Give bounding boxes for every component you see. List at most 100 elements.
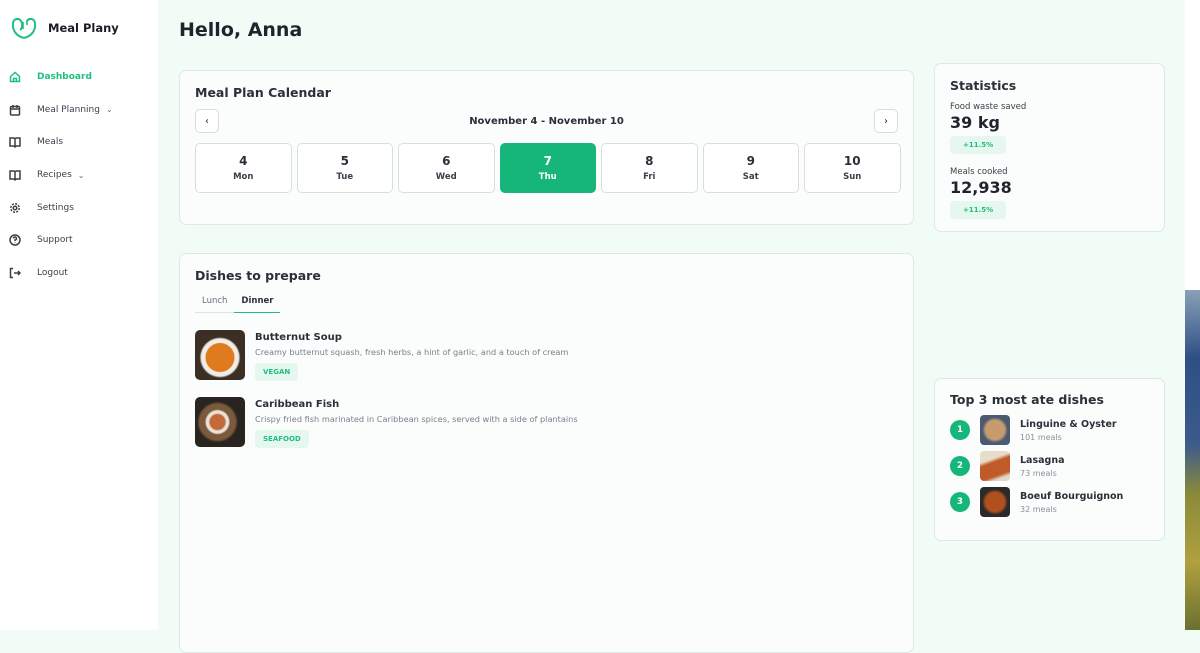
day-button[interactable]: 8 Fri bbox=[601, 143, 698, 193]
date-range: November 4 - November 10 bbox=[469, 115, 624, 127]
day-weekday: Fri bbox=[643, 172, 656, 182]
logout-icon bbox=[9, 267, 21, 279]
dish-name: Caribbean Fish bbox=[255, 399, 340, 410]
sidebar-item-recipes[interactable]: Recipes ⌄ bbox=[0, 159, 158, 192]
top-dish-item[interactable]: 1 Linguine & Oyster 101 meals bbox=[950, 415, 1149, 445]
day-weekday: Tue bbox=[336, 172, 354, 182]
rank-badge: 3 bbox=[950, 492, 970, 512]
day-button-selected[interactable]: 7 Thu bbox=[499, 143, 596, 193]
dish-image bbox=[980, 415, 1010, 445]
dish-description: Creamy butternut squash, fresh herbs, a … bbox=[255, 347, 569, 357]
day-number: 10 bbox=[843, 154, 861, 168]
day-weekday: Mon bbox=[233, 172, 254, 182]
dish-item[interactable]: Butternut Soup Creamy butternut squash, f… bbox=[195, 330, 898, 381]
sidebar-item-support[interactable]: Support bbox=[0, 224, 158, 257]
dish-image bbox=[195, 330, 245, 380]
sidebar-nav: Dashboard Meal Planning ⌄ Meals Recipes ⌄ … bbox=[0, 61, 158, 289]
stat-label: Meals cooked bbox=[950, 167, 1008, 177]
meal-tabs: Lunch Dinner bbox=[195, 296, 281, 313]
card-title: Dishes to prepare bbox=[195, 268, 321, 283]
rank-badge: 1 bbox=[950, 420, 970, 440]
dishes-to-prepare-card: Dishes to prepare Lunch Dinner Butternut… bbox=[179, 253, 914, 653]
day-button[interactable]: 4 Mon bbox=[195, 143, 292, 193]
dish-tag: SEAFOOD bbox=[255, 430, 309, 448]
prev-week-button[interactable]: ‹ bbox=[195, 109, 219, 133]
sidebar-item-label: Meals bbox=[37, 137, 64, 148]
card-title: Statistics bbox=[950, 78, 1017, 93]
chevron-down-icon: ⌄ bbox=[105, 105, 113, 115]
help-icon bbox=[9, 234, 21, 247]
card-title: Meal Plan Calendar bbox=[195, 85, 331, 100]
top-dish-item[interactable]: 3 Boeuf Bourguignon 32 meals bbox=[950, 487, 1149, 517]
app-name: Meal Plany bbox=[48, 21, 119, 35]
dish-tag: VEGAN bbox=[255, 363, 299, 381]
meal-count: 32 meals bbox=[1020, 504, 1057, 514]
page-title: Hello, Anna bbox=[179, 19, 303, 41]
chevron-right-icon: › bbox=[884, 115, 888, 127]
sidebar: Meal Plany Dashboard Meal Planning ⌄ Meal… bbox=[0, 0, 158, 630]
day-button[interactable]: 10 Sun bbox=[804, 143, 901, 193]
meal-count: 73 meals bbox=[1020, 468, 1057, 478]
sidebar-item-label: Meal Planning bbox=[37, 104, 100, 115]
day-button[interactable]: 6 Wed bbox=[398, 143, 495, 193]
day-weekday: Wed bbox=[435, 172, 457, 182]
day-button[interactable]: 5 Tue bbox=[296, 143, 393, 193]
book-icon bbox=[9, 170, 21, 182]
dish-name: Butternut Soup bbox=[255, 332, 342, 343]
stat-value: 12,938 bbox=[950, 178, 1012, 197]
gear-icon bbox=[10, 202, 20, 213]
sidebar-item-logout[interactable]: Logout bbox=[0, 257, 158, 290]
top-dish-item[interactable]: 2 Lasagna 73 meals bbox=[950, 451, 1149, 481]
stat-change-badge: +11.5% bbox=[950, 201, 1007, 219]
day-number: 6 bbox=[442, 154, 451, 168]
landscape-image bbox=[1185, 290, 1200, 630]
top-dishes-card: Top 3 most ate dishes 1 Linguine & Oyster… bbox=[934, 378, 1165, 541]
meal-plan-calendar-card: Meal Plan Calendar ‹ November 4 - Novemb… bbox=[179, 70, 914, 225]
dish-image bbox=[195, 397, 245, 447]
dish-item[interactable]: Caribbean Fish Crispy fried fish marinate… bbox=[195, 397, 898, 448]
sidebar-item-meal-planning[interactable]: Meal Planning ⌄ bbox=[0, 94, 158, 127]
right-edge-panel bbox=[1185, 0, 1200, 630]
app-logo[interactable]: Meal Plany bbox=[10, 14, 119, 42]
sidebar-item-label: Recipes bbox=[37, 170, 72, 181]
book-icon bbox=[9, 137, 21, 149]
home-icon bbox=[9, 71, 21, 83]
sidebar-item-label: Dashboard bbox=[37, 72, 92, 83]
rank-badge: 2 bbox=[950, 456, 970, 476]
dish-image bbox=[980, 451, 1010, 481]
chevron-down-icon: ⌄ bbox=[77, 170, 85, 180]
day-weekday: Thu bbox=[538, 172, 557, 182]
logo-icon bbox=[11, 17, 37, 39]
day-number: 4 bbox=[239, 154, 248, 168]
statistics-card: Statistics Food waste saved 39 kg +11.5%… bbox=[934, 63, 1165, 232]
chevron-left-icon: ‹ bbox=[205, 115, 209, 127]
sidebar-item-label: Logout bbox=[37, 267, 68, 278]
dish-image bbox=[980, 487, 1010, 517]
tab-dinner[interactable]: Dinner bbox=[234, 296, 281, 313]
stat-label: Food waste saved bbox=[950, 102, 1027, 112]
sidebar-item-meals[interactable]: Meals bbox=[0, 126, 158, 159]
day-number: 7 bbox=[543, 154, 552, 168]
sidebar-item-label: Support bbox=[37, 235, 73, 246]
day-weekday: Sun bbox=[843, 172, 862, 182]
day-number: 8 bbox=[645, 154, 654, 168]
card-title: Top 3 most ate dishes bbox=[950, 392, 1104, 407]
day-button[interactable]: 9 Sat bbox=[702, 143, 799, 193]
dish-name: Lasagna bbox=[1020, 454, 1065, 466]
sidebar-item-label: Settings bbox=[37, 202, 74, 213]
stat-value: 39 kg bbox=[950, 113, 1000, 132]
dish-name: Boeuf Bourguignon bbox=[1020, 490, 1124, 502]
stat-change-badge: +11.5% bbox=[950, 136, 1007, 154]
sidebar-item-dashboard[interactable]: Dashboard bbox=[0, 61, 158, 94]
day-number: 5 bbox=[340, 154, 349, 168]
next-week-button[interactable]: › bbox=[874, 109, 898, 133]
sidebar-item-settings[interactable]: Settings bbox=[0, 191, 158, 224]
tab-lunch[interactable]: Lunch bbox=[202, 296, 228, 306]
day-list: 4 Mon 5 Tue 6 Wed 7 Thu 8 Fri 9 Sat 10 Sun bbox=[195, 143, 901, 193]
dish-name: Linguine & Oyster bbox=[1020, 418, 1117, 430]
day-number: 9 bbox=[746, 154, 755, 168]
dish-description: Crispy fried fish marinated in Caribbean… bbox=[255, 414, 578, 424]
day-weekday: Sat bbox=[742, 172, 759, 182]
meal-count: 101 meals bbox=[1020, 432, 1062, 442]
calendar-icon bbox=[9, 104, 21, 116]
